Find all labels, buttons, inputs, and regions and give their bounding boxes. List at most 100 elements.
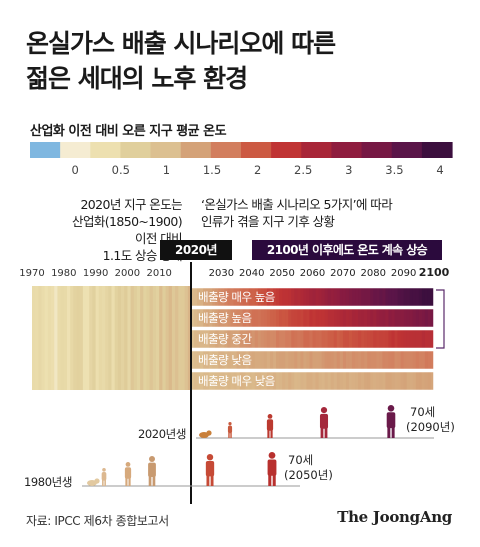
scenario-stripe — [330, 372, 335, 390]
historical-stripe — [133, 286, 138, 390]
person-icon — [148, 456, 156, 486]
scenario-stripe — [361, 372, 365, 390]
historical-stripe — [156, 286, 160, 390]
scenario-label: 배출량 매우 높음 — [198, 290, 275, 304]
historical-stripe — [66, 286, 71, 390]
scenario-stripe — [348, 372, 353, 390]
scenario-stripe — [333, 330, 338, 348]
historical-stripe — [140, 286, 144, 390]
scenario-stripe — [236, 372, 241, 390]
year-tick-label: 2060 — [300, 268, 325, 279]
scenario-stripe — [373, 351, 377, 369]
scenario-stripe — [254, 372, 259, 390]
scenario-stripe — [251, 372, 256, 390]
person-icon — [205, 454, 215, 486]
scenario-stripe — [288, 351, 292, 369]
scenario-stripe — [230, 372, 235, 390]
historical-stripe — [105, 286, 109, 390]
scenario-stripe — [309, 351, 313, 369]
scenario-stripe — [370, 330, 374, 348]
scenario-stripe — [236, 330, 241, 348]
scenario-stripe — [358, 288, 362, 306]
year-tick-label: 2040 — [239, 268, 264, 279]
scenario-stripe — [242, 309, 247, 327]
scenario-stripe — [427, 309, 432, 327]
scenario-stripe — [327, 288, 332, 306]
scenario-stripe — [376, 330, 380, 348]
scenario-stripe — [266, 288, 271, 306]
scenario-stripe — [263, 288, 268, 306]
historical-stripe — [79, 286, 84, 390]
person-head — [268, 452, 276, 459]
scenario-stripe — [306, 351, 310, 369]
person-leg — [230, 432, 232, 438]
scenario-stripe — [203, 288, 207, 306]
scenario-stripe — [218, 372, 222, 390]
person-body — [319, 413, 329, 429]
scenario-stripe — [370, 351, 374, 369]
scenario-stripe — [215, 330, 219, 348]
note-2020: 2020년 지구 온도는 산업화(1850~1900) 이전 대비 1.1도 상… — [10, 196, 183, 264]
historical-stripe — [92, 286, 96, 390]
title-line-1: 온실가스 배출 시나리오에 따른 — [26, 29, 336, 58]
historical-stripe — [171, 286, 176, 390]
person-body — [267, 459, 277, 476]
title-line-2: 젊은 세대의 노후 환경 — [26, 64, 248, 93]
scenario-stripe — [339, 288, 344, 306]
person-leg — [272, 474, 276, 486]
historical-stripe — [63, 286, 68, 390]
year-tick-label: 2080 — [361, 268, 386, 279]
person-head — [102, 468, 106, 472]
person-head — [267, 414, 273, 419]
scenario-stripe — [345, 372, 350, 390]
scenario-stripe — [391, 372, 396, 390]
scenario-stripe — [191, 288, 195, 306]
scenario-stripe — [324, 372, 329, 390]
scenario-stripe — [415, 351, 420, 369]
scenario-stripe — [412, 309, 417, 327]
scenario-stripe — [206, 372, 210, 390]
scenario-stripe — [288, 309, 292, 327]
scenario-stripe — [269, 351, 274, 369]
scenario-stripe — [242, 330, 247, 348]
scenario-stripe — [418, 372, 423, 390]
scenario-stripe — [376, 372, 380, 390]
scenario-stripe — [269, 288, 274, 306]
scenario-stripe — [233, 309, 238, 327]
scenario-stripe — [333, 288, 338, 306]
person-leg — [152, 475, 156, 486]
scenario-stripe — [233, 330, 238, 348]
scenario-stripe — [197, 288, 201, 306]
historical-stripe — [159, 286, 163, 390]
scenario-stripe — [269, 309, 274, 327]
scenario-stripe — [394, 309, 399, 327]
scale-swatch — [210, 142, 242, 158]
scenario-stripe — [421, 288, 426, 306]
note-left-line: 2020년 지구 온도는 — [80, 197, 182, 212]
scenario-stripe — [221, 351, 225, 369]
scenario-stripe — [212, 288, 216, 306]
scenario-stripe — [373, 372, 377, 390]
scenario-stripe — [412, 351, 417, 369]
historical-stripe — [82, 286, 87, 390]
scenario-stripe — [233, 288, 238, 306]
baby-head — [94, 478, 100, 484]
scenario-stripe — [224, 330, 228, 348]
scenario-stripe — [236, 351, 241, 369]
scenario-stripe — [269, 330, 274, 348]
person-leg — [270, 429, 273, 438]
scenario-stripe — [367, 288, 371, 306]
scenario-stripe — [206, 288, 210, 306]
scenario-stripe — [221, 288, 225, 306]
scale-tick-label: 1 — [163, 163, 170, 177]
scenario-stripe — [379, 351, 383, 369]
scenario-stripe — [209, 309, 213, 327]
scenario-stripe — [206, 309, 210, 327]
scenario-stripe — [342, 351, 347, 369]
scenario-stripe — [279, 288, 283, 306]
scenario-stripe — [242, 372, 247, 390]
scenario-stripe — [382, 330, 386, 348]
historical-stripe — [89, 286, 93, 390]
generation-1980-age: 70세 — [288, 453, 313, 467]
scenario-stripe — [282, 309, 286, 327]
